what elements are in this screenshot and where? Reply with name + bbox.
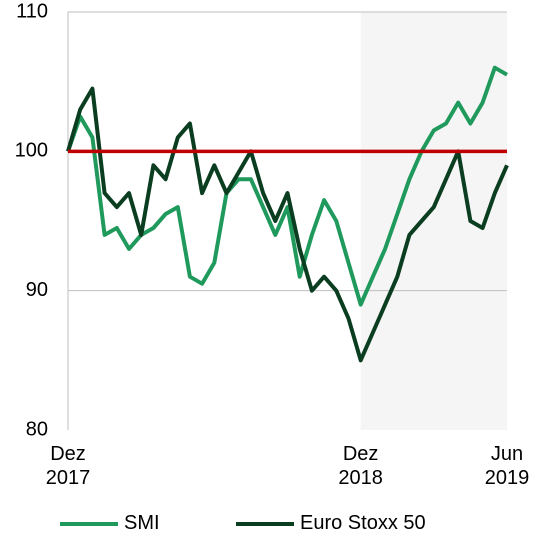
y-tick-label: 100 bbox=[15, 140, 48, 162]
legend-label: SMI bbox=[124, 512, 160, 534]
legend-swatch bbox=[236, 521, 294, 526]
shaded-region bbox=[360, 12, 507, 430]
x-tick-label: Dez 2017 bbox=[45, 443, 91, 489]
legend-item: SMI bbox=[60, 512, 160, 535]
legend-item: Euro Stoxx 50 bbox=[236, 512, 426, 535]
y-tick-label: 110 bbox=[16, 0, 48, 22]
legend-swatch bbox=[60, 521, 118, 526]
line-series bbox=[66, 86, 509, 363]
legend-label: Euro Stoxx 50 bbox=[300, 512, 426, 534]
y-tick-label: 90 bbox=[26, 279, 48, 301]
y-tick-label: 80 bbox=[26, 418, 48, 440]
x-tick-label: Jun 2019 bbox=[484, 443, 530, 489]
x-tick-label: Dez 2018 bbox=[338, 443, 383, 489]
